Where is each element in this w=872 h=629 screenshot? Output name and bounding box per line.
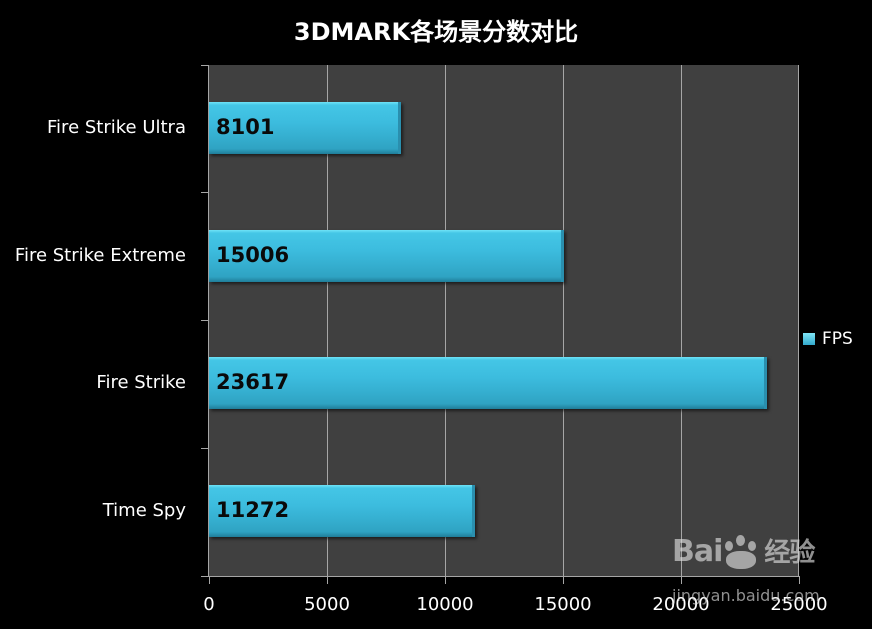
- watermark-logo-text-2: 经验: [764, 538, 815, 568]
- x-tick: [209, 576, 210, 584]
- x-tick: [445, 576, 446, 584]
- gridline-20000: [681, 65, 682, 576]
- category-label-fire-strike: Fire Strike: [96, 372, 186, 393]
- gridline-10000: [445, 65, 446, 576]
- bar-fire-strike: 23617: [209, 357, 767, 409]
- x-tick: [681, 576, 682, 584]
- gridline-5000: [327, 65, 328, 576]
- x-tick: [799, 576, 800, 584]
- bar-fire-strike-ultra: 8101: [209, 102, 401, 154]
- y-axis-line: [208, 65, 209, 577]
- y-tick: [201, 448, 209, 449]
- bar-value-label: 8101: [216, 115, 275, 139]
- y-tick: [201, 576, 209, 577]
- category-label-fire-strike-extreme: Fire Strike Extreme: [14, 245, 186, 266]
- baidu-paw-icon: [722, 535, 760, 569]
- bar-fire-strike-extreme: 15006: [209, 230, 564, 282]
- x-tick-label: 25000: [770, 594, 828, 615]
- x-tick-label: 10000: [416, 594, 474, 615]
- y-tick: [201, 192, 209, 193]
- legend-swatch-icon: [803, 333, 815, 345]
- x-tick-label: 0: [203, 594, 215, 615]
- watermark-url: jingyan.baidu.com: [672, 586, 820, 605]
- x-axis-line: [201, 576, 800, 577]
- x-tick-label: 15000: [534, 594, 592, 615]
- category-label-time-spy: Time Spy: [102, 500, 186, 521]
- watermark-logo-text: Bai: [672, 534, 723, 569]
- x-tick: [327, 576, 328, 584]
- bar-value-label: 23617: [216, 370, 290, 394]
- y-tick: [201, 320, 209, 321]
- x-tick-label: 5000: [304, 594, 350, 615]
- x-tick: [563, 576, 564, 584]
- gridline-15000: [563, 65, 564, 576]
- gridline-25000: [798, 65, 799, 576]
- chart-title: 3DMARK各场景分数对比: [293, 18, 579, 46]
- bar-value-label: 15006: [216, 243, 290, 267]
- legend-label: FPS: [822, 329, 853, 349]
- bar-value-label: 11272: [216, 498, 290, 522]
- category-label-fire-strike-ultra: Fire Strike Ultra: [47, 117, 186, 138]
- baidu-watermark: Bai 经验 jingyan.baidu.com: [672, 532, 820, 605]
- legend: FPS: [803, 329, 853, 349]
- bar-time-spy: 11272: [209, 485, 475, 537]
- x-tick-label: 20000: [652, 594, 710, 615]
- y-tick: [201, 65, 209, 66]
